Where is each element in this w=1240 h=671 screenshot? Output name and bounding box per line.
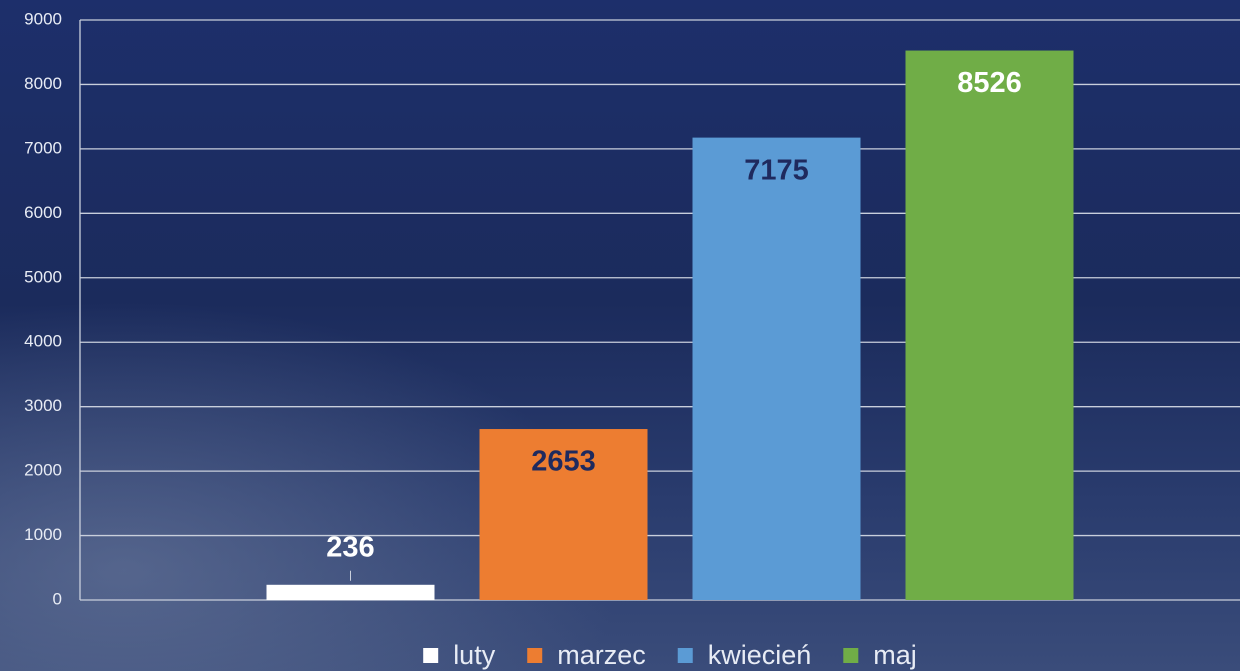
y-tick-label: 0 [53, 589, 62, 608]
bar [692, 137, 861, 600]
legend-item: marzec [527, 640, 646, 670]
y-tick-label: 4000 [24, 332, 62, 351]
data-label: 236 [326, 531, 374, 563]
legend-label: kwiecień [708, 640, 812, 670]
data-label: 8526 [957, 67, 1022, 99]
legend-swatch [677, 648, 693, 663]
y-tick-label: 7000 [24, 138, 62, 157]
legend-swatch [527, 648, 543, 663]
legend-label: maj [873, 640, 917, 670]
y-tick-label: 2000 [24, 461, 62, 480]
data-label: 2653 [531, 446, 596, 478]
y-tick-label: 8000 [24, 74, 62, 93]
bar [905, 50, 1074, 600]
legend-swatch [423, 648, 439, 663]
y-tick-label: 9000 [24, 9, 62, 28]
bar [266, 584, 435, 600]
y-tick-label: 1000 [24, 525, 62, 544]
y-tick-label: 6000 [24, 203, 62, 222]
legend-item: kwiecień [677, 640, 812, 670]
legend-item: maj [843, 640, 917, 670]
legend-swatch [843, 648, 859, 663]
legend-item: luty [423, 640, 496, 670]
y-tick-label: 5000 [24, 267, 62, 286]
bar [479, 429, 648, 600]
legend-label: marzec [557, 640, 646, 670]
legend-label: luty [453, 640, 496, 670]
data-label: 7175 [744, 154, 809, 186]
y-tick-label: 3000 [24, 396, 62, 415]
